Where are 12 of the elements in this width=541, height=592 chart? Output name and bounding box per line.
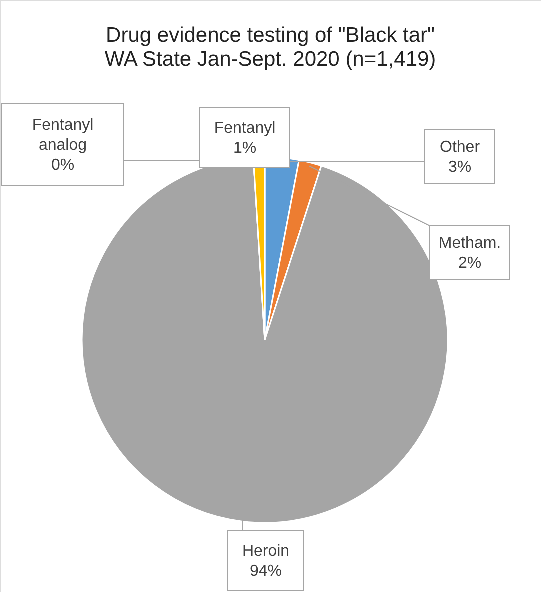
chart-title: Drug evidence testing of "Black tar" — [106, 24, 435, 47]
data-label: 94% — [250, 563, 282, 580]
data-label: 2% — [458, 255, 482, 272]
slice-label: Other — [440, 139, 481, 156]
text: 0% — [51, 157, 75, 174]
data-label: 1% — [233, 140, 257, 157]
slice-label: Metham. — [438, 235, 502, 252]
chart-subtitle: WA State Jan-Sept. 2020 (n=1,419) — [104, 48, 436, 71]
data-label: 3% — [448, 159, 472, 176]
slice-label: Fentanyl — [214, 120, 276, 137]
slice-label: Heroin — [242, 543, 290, 560]
category-label: Fentanyl analog — [32, 117, 94, 154]
